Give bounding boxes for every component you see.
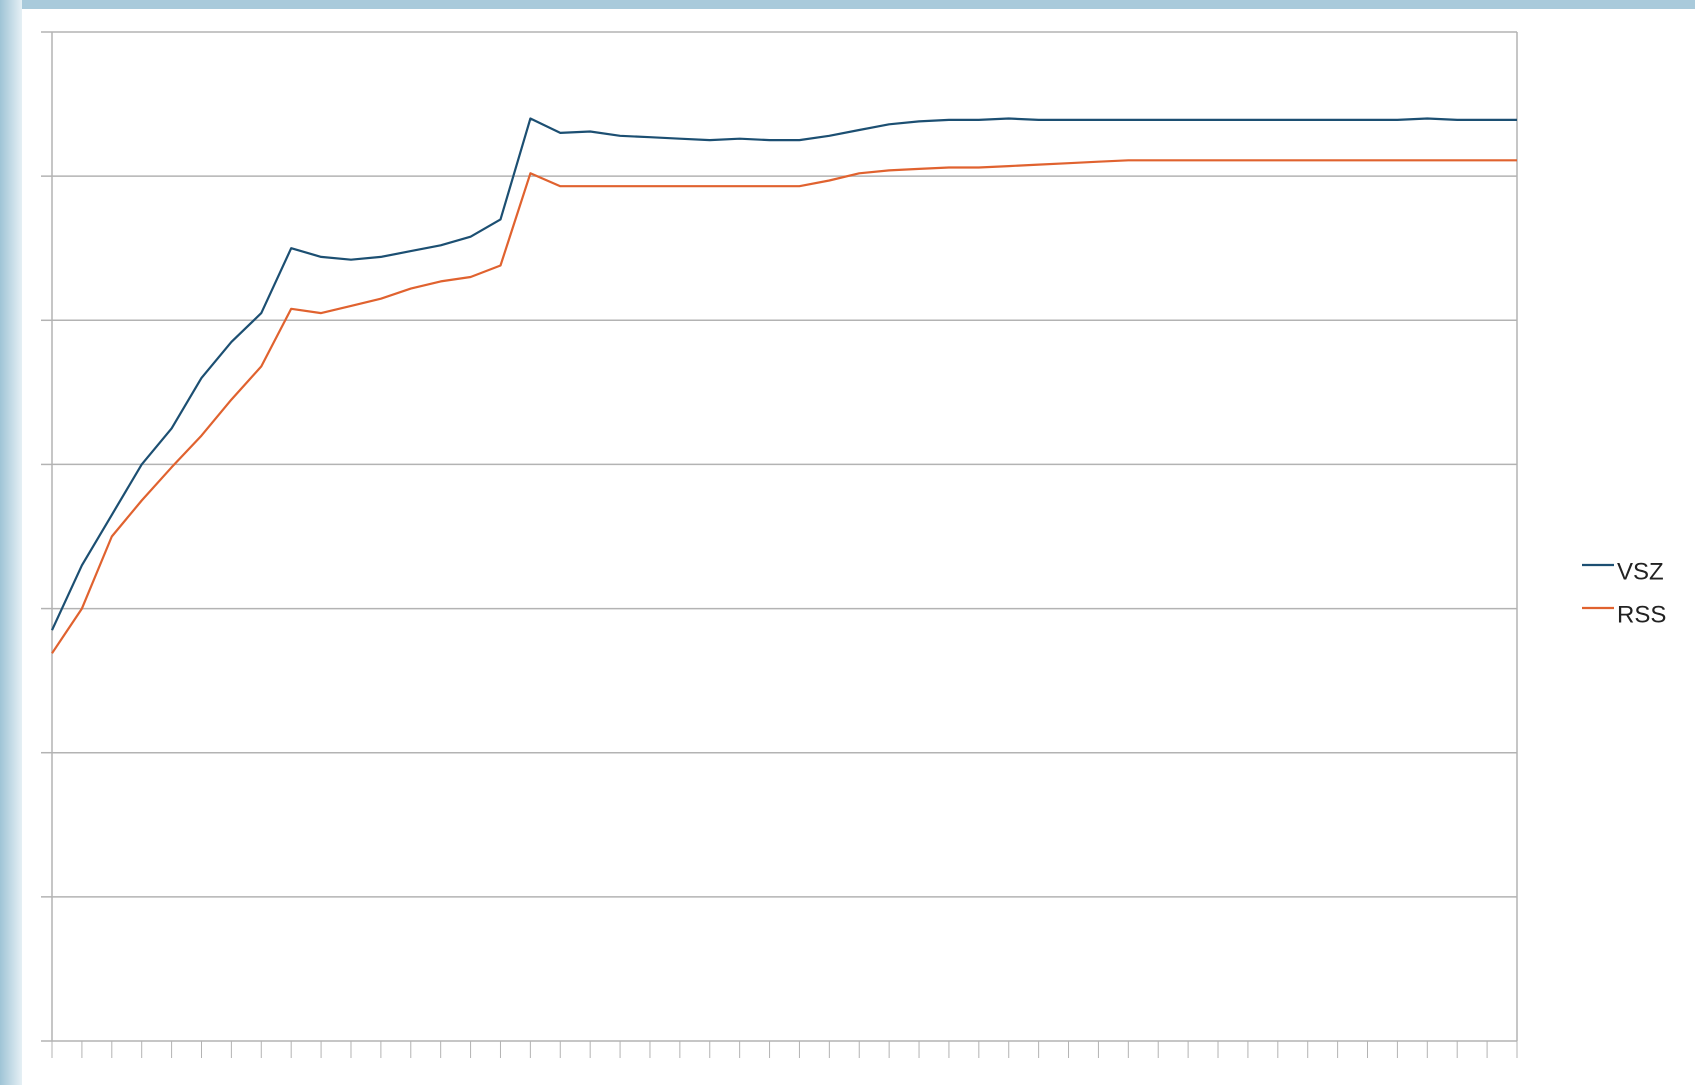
- top-frame: [0, 0, 1695, 9]
- legend-label: RSS: [1617, 601, 1666, 628]
- legend-label: VSZ: [1617, 558, 1664, 585]
- series-line: [51, 117, 1517, 631]
- series-line: [51, 159, 1517, 654]
- side-frame: [0, 0, 22, 1085]
